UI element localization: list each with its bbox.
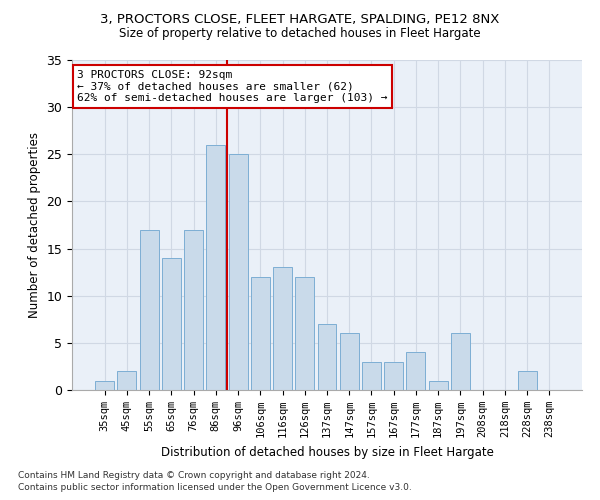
- Bar: [518, 371, 536, 390]
- Bar: [295, 277, 314, 390]
- Bar: [317, 324, 337, 390]
- Bar: [206, 145, 225, 390]
- Bar: [362, 362, 381, 390]
- Bar: [451, 334, 470, 390]
- Text: Contains HM Land Registry data © Crown copyright and database right 2024.: Contains HM Land Registry data © Crown c…: [18, 470, 370, 480]
- Text: 3 PROCTORS CLOSE: 92sqm
← 37% of detached houses are smaller (62)
62% of semi-de: 3 PROCTORS CLOSE: 92sqm ← 37% of detache…: [77, 70, 388, 103]
- Text: Size of property relative to detached houses in Fleet Hargate: Size of property relative to detached ho…: [119, 28, 481, 40]
- Bar: [95, 380, 114, 390]
- X-axis label: Distribution of detached houses by size in Fleet Hargate: Distribution of detached houses by size …: [161, 446, 493, 458]
- Bar: [406, 352, 425, 390]
- Text: Contains public sector information licensed under the Open Government Licence v3: Contains public sector information licen…: [18, 483, 412, 492]
- Text: 3, PROCTORS CLOSE, FLEET HARGATE, SPALDING, PE12 8NX: 3, PROCTORS CLOSE, FLEET HARGATE, SPALDI…: [100, 12, 500, 26]
- Y-axis label: Number of detached properties: Number of detached properties: [28, 132, 41, 318]
- Bar: [162, 258, 181, 390]
- Bar: [229, 154, 248, 390]
- Bar: [184, 230, 203, 390]
- Bar: [140, 230, 158, 390]
- Bar: [251, 277, 270, 390]
- Bar: [340, 334, 359, 390]
- Bar: [273, 268, 292, 390]
- Bar: [384, 362, 403, 390]
- Bar: [118, 371, 136, 390]
- Bar: [429, 380, 448, 390]
